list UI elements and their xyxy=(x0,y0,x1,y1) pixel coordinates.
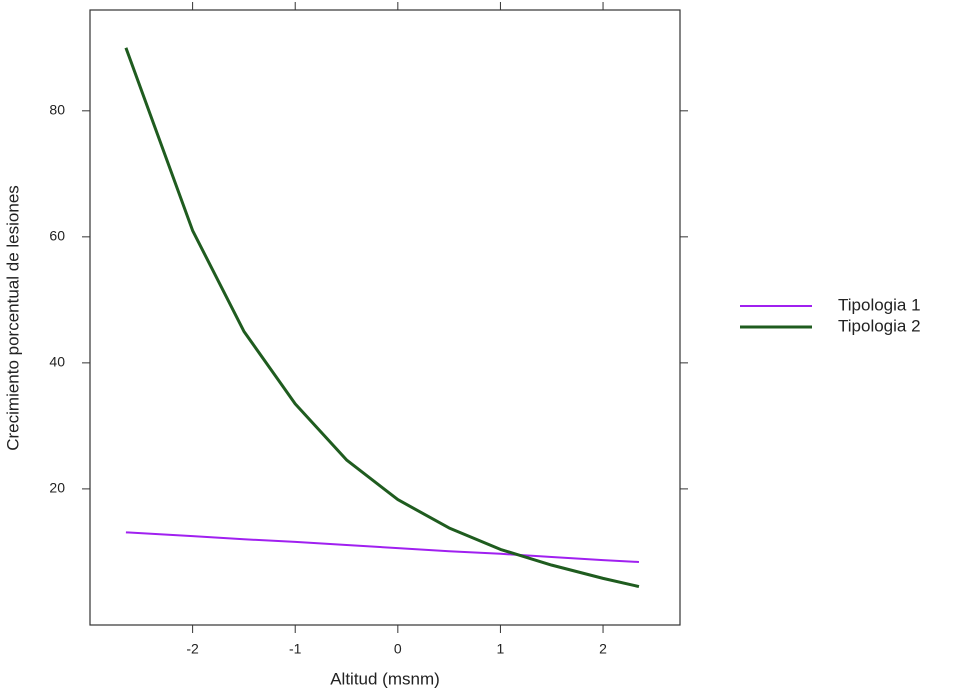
x-tick-label: 0 xyxy=(394,641,402,657)
plot-frame xyxy=(89,9,681,626)
y-tick-label: 40 xyxy=(49,354,65,370)
y-tick-label: 80 xyxy=(49,102,65,118)
x-tick-label: 1 xyxy=(497,641,505,657)
legend-text: Tipologia 1 xyxy=(838,295,921,314)
x-tick-label: -1 xyxy=(289,641,302,657)
y-tick-label: 20 xyxy=(49,480,65,496)
x-tick-label: -2 xyxy=(186,641,199,657)
series-line xyxy=(124,47,640,589)
x-axis-title: Altitud (msnm) xyxy=(330,669,440,688)
series-line xyxy=(125,531,640,563)
x-tick-label: 2 xyxy=(599,641,607,657)
y-axis-title: Crecimiento porcentual de lesiones xyxy=(3,185,22,451)
y-tick-label: 60 xyxy=(49,228,65,244)
legend-text: Tipologia 2 xyxy=(838,316,921,335)
